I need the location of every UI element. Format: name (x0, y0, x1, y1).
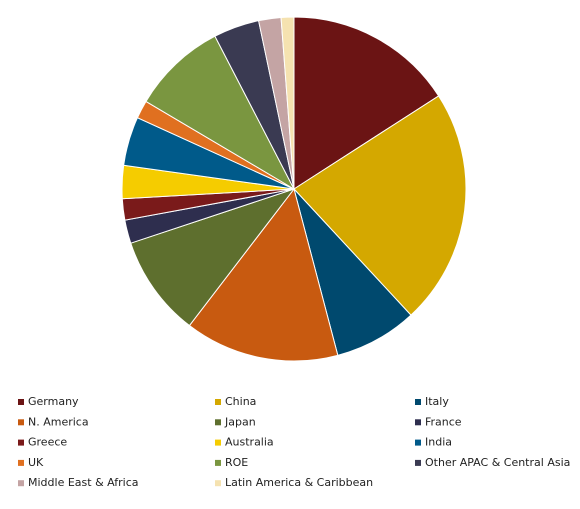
legend-marker (215, 399, 221, 405)
legend-marker (215, 459, 221, 466)
legend-label: India (425, 436, 452, 449)
legend-label: N. America (28, 415, 89, 428)
pie-slice (130, 188, 296, 327)
legend-marker (215, 419, 221, 426)
pie-slice (293, 95, 467, 316)
legend-label: China (225, 395, 256, 408)
pie-slice (293, 16, 440, 190)
legend-label: ROE (225, 456, 248, 469)
legend-label: Italy (425, 395, 449, 408)
legend-label: UK (28, 456, 44, 469)
legend-marker (18, 439, 24, 446)
legend-label: Other APAC & Central Asia (425, 456, 570, 469)
legend-label: France (425, 415, 462, 428)
legend-marker (415, 419, 421, 426)
legend-label: Middle East & Africa (28, 476, 139, 489)
legend-marker (18, 399, 24, 405)
legend-label: Japan (224, 415, 256, 428)
pie-slice (280, 16, 295, 190)
legend-marker (415, 399, 421, 405)
legend-marker (18, 419, 24, 426)
legend-label: Greece (28, 436, 67, 449)
legend-marker (18, 459, 24, 466)
legend-label: Australia (225, 436, 274, 449)
pie-slice (145, 35, 296, 191)
legend-label: Germany (28, 395, 79, 408)
legend-marker (415, 439, 421, 446)
legend-marker (415, 459, 421, 466)
legend-marker (18, 480, 24, 487)
pie-slice (188, 187, 339, 362)
legend-marker (215, 439, 221, 446)
legend-marker (215, 480, 221, 487)
legend-label: Latin America & Caribbean (225, 476, 373, 489)
